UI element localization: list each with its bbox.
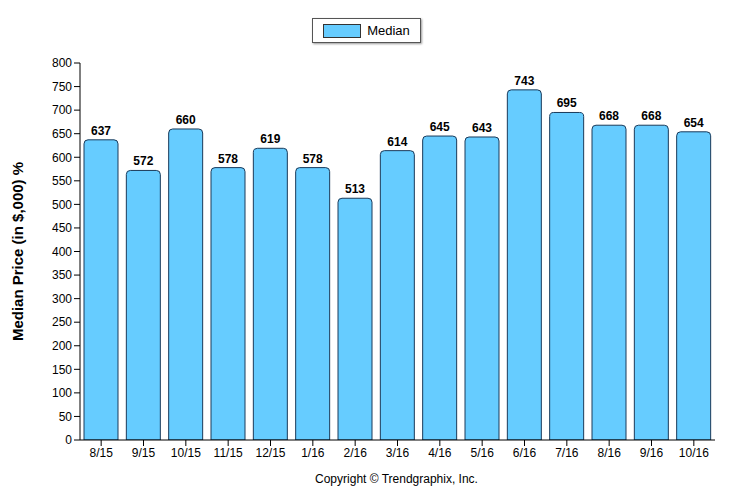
svg-text:11/15: 11/15 — [214, 446, 243, 460]
svg-text:668: 668 — [599, 109, 619, 123]
svg-text:Median Price (in $,000) %: Median Price (in $,000) % — [9, 162, 26, 341]
svg-text:572: 572 — [133, 154, 153, 168]
svg-text:578: 578 — [303, 152, 323, 166]
svg-text:1/16: 1/16 — [301, 446, 325, 460]
svg-text:400: 400 — [52, 245, 72, 259]
html-text:Median: Median — [367, 23, 410, 38]
svg-text:300: 300 — [52, 292, 72, 306]
svg-text:513: 513 — [345, 182, 365, 196]
svg-text:3/16: 3/16 — [386, 446, 410, 460]
svg-text:7/16: 7/16 — [555, 446, 579, 460]
svg-text:500: 500 — [52, 198, 72, 212]
svg-text:695: 695 — [557, 96, 577, 110]
svg-text:619: 619 — [260, 132, 280, 146]
svg-text:637: 637 — [91, 124, 111, 138]
svg-text:550: 550 — [52, 174, 72, 188]
svg-text:12/15: 12/15 — [255, 446, 285, 460]
svg-text:660: 660 — [176, 113, 196, 127]
svg-text:668: 668 — [641, 109, 661, 123]
svg-text:0: 0 — [65, 433, 72, 447]
svg-text:8/15: 8/15 — [89, 446, 113, 460]
svg-text:10/15: 10/15 — [171, 446, 201, 460]
svg-text:250: 250 — [52, 315, 72, 329]
svg-text:578: 578 — [218, 152, 238, 166]
svg-text:100: 100 — [52, 386, 72, 400]
svg-text:700: 700 — [52, 103, 72, 117]
svg-text:645: 645 — [430, 120, 450, 134]
svg-text:800: 800 — [52, 56, 72, 70]
svg-text:643: 643 — [472, 121, 492, 135]
svg-text:200: 200 — [52, 339, 72, 353]
html-text:Copyright © Trendgraphix, Inc.: Copyright © Trendgraphix, Inc. — [315, 472, 478, 486]
svg-text:9/15: 9/15 — [132, 446, 156, 460]
svg-text:5/16: 5/16 — [470, 446, 494, 460]
svg-text:654: 654 — [684, 116, 704, 130]
svg-text:750: 750 — [52, 80, 72, 94]
svg-text:450: 450 — [52, 221, 72, 235]
svg-text:6/16: 6/16 — [513, 446, 537, 460]
svg-text:4/16: 4/16 — [428, 446, 452, 460]
svg-text:614: 614 — [387, 135, 407, 149]
svg-text:10/16: 10/16 — [679, 446, 709, 460]
svg-text:150: 150 — [52, 363, 72, 377]
svg-text:650: 650 — [52, 127, 72, 141]
svg-text:9/16: 9/16 — [640, 446, 664, 460]
svg-text:8/16: 8/16 — [597, 446, 621, 460]
svg-text:50: 50 — [59, 410, 73, 424]
svg-text:743: 743 — [514, 74, 534, 88]
svg-text:600: 600 — [52, 151, 72, 165]
svg-text:350: 350 — [52, 268, 72, 282]
svg-text:2/16: 2/16 — [343, 446, 367, 460]
